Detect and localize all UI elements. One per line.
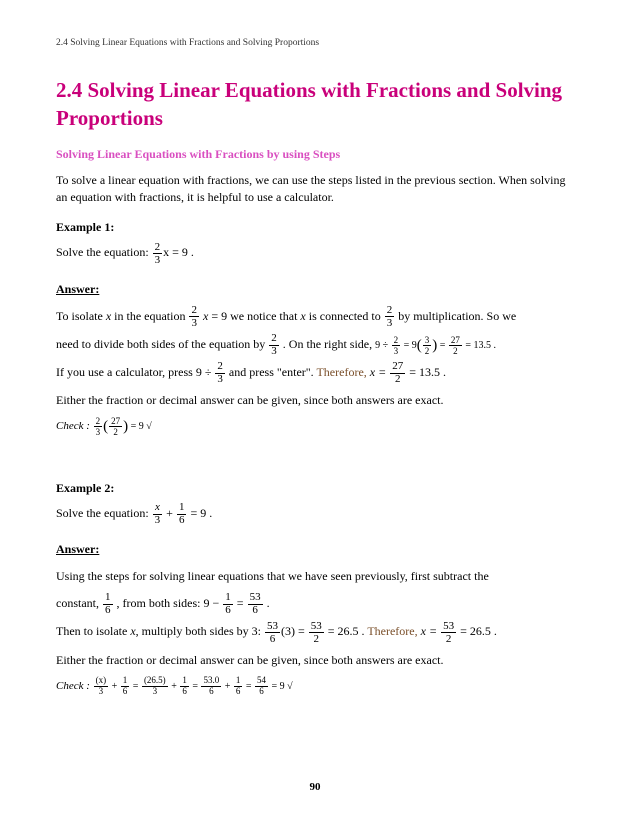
- ex1-line4: Either the fraction or decimal answer ca…: [56, 389, 574, 412]
- check-label: Check :: [56, 420, 93, 432]
- fraction-1-6: 16: [223, 592, 233, 616]
- text: . On the right side,: [283, 337, 375, 351]
- subheading: Solving Linear Equations with Fractions …: [56, 147, 574, 162]
- eq-tail: x = 9 .: [163, 245, 194, 259]
- therefore: Therefore,: [367, 624, 420, 638]
- eq: =: [237, 596, 244, 610]
- text: To isolate: [56, 309, 106, 323]
- page-number: 90: [0, 781, 630, 793]
- eq-tail: = 9 .: [190, 506, 212, 520]
- answer-label-2: Answer:: [56, 542, 574, 557]
- text: , from both sides:: [117, 596, 204, 610]
- fraction-2-3: 23: [269, 333, 279, 357]
- ex2-line2: constant, 16 , from both sides: 9 − 16 =…: [56, 592, 574, 616]
- fraction-53-6: 536: [248, 592, 263, 616]
- text: is connected to: [306, 309, 384, 323]
- fraction-1-6: 16: [177, 502, 187, 526]
- equals-265: = 26.5 .: [328, 624, 368, 638]
- x-equals: x =: [370, 365, 386, 379]
- ex1-check: Check : 23(272) = 9 √: [56, 416, 574, 437]
- rhs-calc: 9 ÷ 23 = 9(32) = 272 = 13.5 .: [375, 340, 496, 351]
- running-header: 2.4 Solving Linear Equations with Fracti…: [56, 38, 574, 48]
- text: we notice that: [230, 309, 300, 323]
- check-label: Check :: [56, 680, 93, 692]
- fraction-53-2: 532: [309, 621, 324, 645]
- ex1-line1: To isolate x in the equation 23 x = 9 we…: [56, 305, 574, 329]
- text: and press "enter".: [229, 365, 317, 379]
- fraction-1-6: 16: [103, 592, 113, 616]
- answer-label-1: Answer:: [56, 282, 574, 297]
- example-2-label: Example 2:: [56, 481, 574, 496]
- fraction-2-3: 23: [153, 242, 163, 266]
- check-expr: (x)3 + 16 = (26.5)3 + 16 = 53.06 + 16 = …: [93, 681, 293, 692]
- times3: (3) =: [281, 624, 305, 638]
- tail: = 13.5 .: [409, 365, 446, 379]
- text: If you use a calculator, press: [56, 365, 196, 379]
- ex1-line3: If you use a calculator, press 9 ÷ 23 an…: [56, 361, 574, 385]
- text: Solve the equation:: [56, 506, 152, 520]
- ex2-line3: Then to isolate x, multiply both sides b…: [56, 620, 574, 644]
- x-equals: x =: [421, 624, 437, 638]
- text: Solve the equation:: [56, 245, 152, 259]
- ex1-line2: need to divide both sides of the equatio…: [56, 333, 574, 357]
- therefore: Therefore,: [316, 365, 369, 379]
- text: Then to isolate: [56, 624, 130, 638]
- press: 9 ÷: [196, 365, 212, 379]
- section-title: 2.4 Solving Linear Equations with Fracti…: [56, 76, 574, 133]
- ex2-check: Check : (x)3 + 16 = (26.5)3 + 16 = 53.06…: [56, 676, 574, 697]
- fraction-53-6: 536: [265, 621, 280, 645]
- nine-minus: 9 −: [204, 596, 220, 610]
- text: in the equation: [111, 309, 188, 323]
- text: constant,: [56, 596, 102, 610]
- text: by multiplication. So we: [398, 309, 516, 323]
- intro-paragraph: To solve a linear equation with fraction…: [56, 172, 574, 207]
- example-2-equation: Solve the equation: x3 + 16 = 9 .: [56, 502, 574, 526]
- eq: x = 9: [200, 309, 227, 323]
- fraction-27-2: 272: [390, 361, 405, 385]
- dot: .: [267, 596, 270, 610]
- check-expr: 23(272) = 9 √: [93, 421, 152, 432]
- example-1-equation: Solve the equation: 23x = 9 .: [56, 241, 574, 265]
- fraction-2-3: 23: [215, 361, 225, 385]
- fraction-2-3: 23: [385, 305, 395, 329]
- plus: +: [166, 506, 173, 520]
- example-1-label: Example 1:: [56, 220, 574, 235]
- text: need to divide both sides of the equatio…: [56, 337, 268, 351]
- ex2-line4: Either the fraction or decimal answer ca…: [56, 649, 574, 672]
- fraction-2-3: 23: [189, 305, 199, 329]
- tail: = 26.5 .: [460, 624, 497, 638]
- ex2-line1: Using the steps for solving linear equat…: [56, 565, 574, 588]
- text: , multiply both sides by 3:: [136, 624, 264, 638]
- fraction-x-3: x3: [153, 502, 163, 526]
- fraction-53-2: 532: [441, 621, 456, 645]
